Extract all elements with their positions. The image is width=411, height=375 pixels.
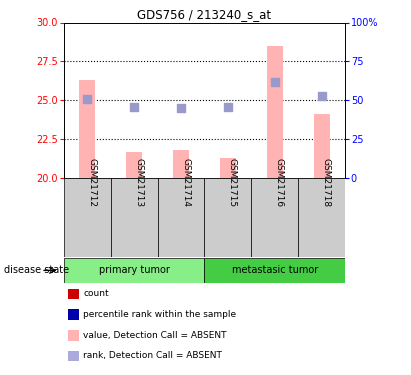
Bar <box>157 178 205 257</box>
Bar <box>79 80 95 178</box>
Text: metastasic tumor: metastasic tumor <box>232 266 318 275</box>
Text: primary tumor: primary tumor <box>99 266 169 275</box>
Text: GSM21712: GSM21712 <box>87 158 96 207</box>
Bar <box>111 178 157 257</box>
Bar <box>173 150 189 178</box>
Text: count: count <box>83 290 109 298</box>
Bar <box>220 158 236 178</box>
Text: rank, Detection Call = ABSENT: rank, Detection Call = ABSENT <box>83 351 222 360</box>
Point <box>84 96 90 102</box>
Bar <box>252 178 298 257</box>
Title: GDS756 / 213240_s_at: GDS756 / 213240_s_at <box>137 8 272 21</box>
Text: GSM21715: GSM21715 <box>228 158 237 207</box>
Bar <box>267 46 283 178</box>
Bar <box>205 178 252 257</box>
Point <box>131 104 137 110</box>
Bar <box>314 114 330 178</box>
Text: GSM21714: GSM21714 <box>181 158 190 207</box>
Bar <box>298 178 345 257</box>
Bar <box>205 258 345 283</box>
Point <box>178 105 184 111</box>
Bar <box>64 178 111 257</box>
Bar <box>64 258 205 283</box>
Text: value, Detection Call = ABSENT: value, Detection Call = ABSENT <box>83 331 227 340</box>
Text: disease state: disease state <box>4 266 69 275</box>
Point <box>225 104 231 110</box>
Point <box>319 93 325 99</box>
Text: GSM21716: GSM21716 <box>275 158 284 207</box>
Bar <box>126 152 142 178</box>
Text: percentile rank within the sample: percentile rank within the sample <box>83 310 237 319</box>
Text: GSM21718: GSM21718 <box>322 158 331 207</box>
Point <box>272 79 278 85</box>
Text: GSM21713: GSM21713 <box>134 158 143 207</box>
